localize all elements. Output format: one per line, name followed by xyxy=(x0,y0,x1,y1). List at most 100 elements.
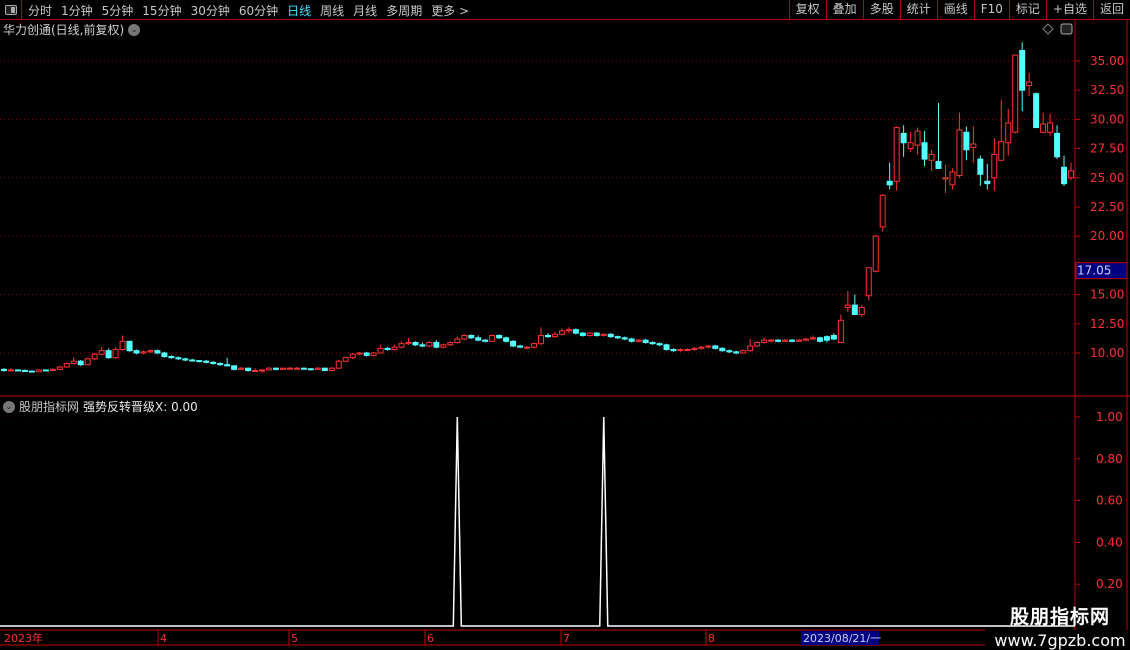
candle xyxy=(468,334,475,339)
candle xyxy=(621,337,628,340)
candle xyxy=(35,369,42,373)
candle xyxy=(98,350,105,355)
candle xyxy=(747,345,754,352)
period-tab[interactable]: 多周期 xyxy=(386,4,423,18)
period-tab[interactable]: 月线 xyxy=(353,4,378,18)
watermark-line2: www.7gpzb.com xyxy=(994,631,1126,650)
toolbar-button[interactable]: 标记 xyxy=(1008,0,1046,19)
candle xyxy=(844,304,851,308)
candle xyxy=(119,340,126,350)
candle xyxy=(1054,132,1061,158)
candle xyxy=(551,333,558,338)
candle xyxy=(224,364,231,367)
candle xyxy=(935,160,942,169)
candle xyxy=(879,194,886,228)
candle xyxy=(782,339,789,342)
toolbar-button[interactable]: 复权 xyxy=(788,0,826,19)
candle xyxy=(231,365,238,370)
candle xyxy=(286,367,293,370)
candle xyxy=(956,129,963,176)
candle xyxy=(419,344,426,347)
period-tab[interactable]: 1分钟 xyxy=(61,4,93,18)
period-tab[interactable]: 5分钟 xyxy=(101,4,134,18)
toolbar-button[interactable]: 统计 xyxy=(899,0,937,19)
candle xyxy=(649,341,656,345)
price-tick-label: 30.00 xyxy=(1090,112,1124,126)
candle xyxy=(126,340,133,352)
candle xyxy=(733,351,740,354)
indicator-tick-label: 1.00 xyxy=(1096,410,1123,424)
date-label: 4 xyxy=(160,632,167,645)
candle xyxy=(363,352,370,356)
indicator-name[interactable]: 强势反转晋级X: 0.00 xyxy=(83,400,198,414)
chevron-down-icon[interactable]: ⌄ xyxy=(3,400,15,413)
candle xyxy=(761,339,768,343)
candle xyxy=(600,333,607,336)
candle xyxy=(872,235,879,272)
candle xyxy=(677,348,684,352)
candle xyxy=(335,360,342,369)
candle xyxy=(1033,93,1040,129)
candle xyxy=(628,338,635,342)
period-tab[interactable]: 30分钟 xyxy=(190,4,230,18)
period-tab[interactable]: 日线 xyxy=(287,4,312,18)
period-tab[interactable]: 15分钟 xyxy=(142,4,182,18)
candle xyxy=(586,332,593,336)
candle xyxy=(321,367,328,372)
candle xyxy=(921,142,928,160)
period-tab[interactable]: 分时 xyxy=(28,4,53,18)
candle xyxy=(593,332,600,336)
candle xyxy=(670,348,677,352)
toolbar-button[interactable]: 叠加 xyxy=(825,0,863,19)
toolbar-button[interactable]: +自选 xyxy=(1045,0,1093,19)
candle xyxy=(42,369,49,372)
candle xyxy=(489,334,496,342)
candle xyxy=(1,368,7,372)
toolbar-button[interactable]: 画线 xyxy=(936,0,974,19)
candle xyxy=(984,180,991,185)
toolbar-button[interactable]: 返回 xyxy=(1092,0,1130,19)
price-tick-label: 15.00 xyxy=(1090,288,1124,302)
current-price-box xyxy=(1075,262,1128,280)
chart-title: 华力创通(日线,前复权) ⌄ xyxy=(3,21,141,38)
candle xyxy=(140,351,147,354)
candle xyxy=(266,367,273,371)
period-tab[interactable]: 60分钟 xyxy=(238,4,279,18)
candle xyxy=(949,171,956,186)
candle xyxy=(405,341,412,345)
candle xyxy=(272,367,279,370)
candle xyxy=(886,180,893,186)
candle xyxy=(928,153,935,161)
panel-toggle-button[interactable] xyxy=(0,0,22,19)
toolbar-button[interactable]: F10 xyxy=(973,0,1009,19)
candle xyxy=(189,359,196,362)
indicator-tick-label: 0.40 xyxy=(1096,535,1123,549)
candle xyxy=(712,345,719,349)
price-tick-label: 27.50 xyxy=(1090,142,1124,156)
price-tick-label: 25.00 xyxy=(1090,171,1124,185)
candle xyxy=(796,339,803,342)
candle xyxy=(356,352,363,355)
candle xyxy=(210,361,217,365)
candle xyxy=(482,339,489,342)
chevron-down-icon[interactable]: ⌄ xyxy=(128,23,141,36)
candle xyxy=(768,339,775,342)
candle xyxy=(991,153,998,179)
candle xyxy=(21,370,28,373)
candle xyxy=(196,360,203,363)
candle xyxy=(823,336,830,341)
candle xyxy=(517,345,524,348)
candle xyxy=(454,338,461,343)
candle xyxy=(524,346,531,349)
candle xyxy=(328,367,335,372)
period-tab[interactable]: 更多 > xyxy=(431,4,470,18)
candle xyxy=(203,360,210,363)
candle xyxy=(70,360,77,365)
candle xyxy=(893,127,900,182)
candle xyxy=(475,337,482,341)
toolbar-button[interactable]: 多股 xyxy=(862,0,900,19)
candle xyxy=(300,367,307,370)
period-tab[interactable]: 周线 xyxy=(320,4,345,18)
price-tick-label: 35.00 xyxy=(1090,54,1124,68)
